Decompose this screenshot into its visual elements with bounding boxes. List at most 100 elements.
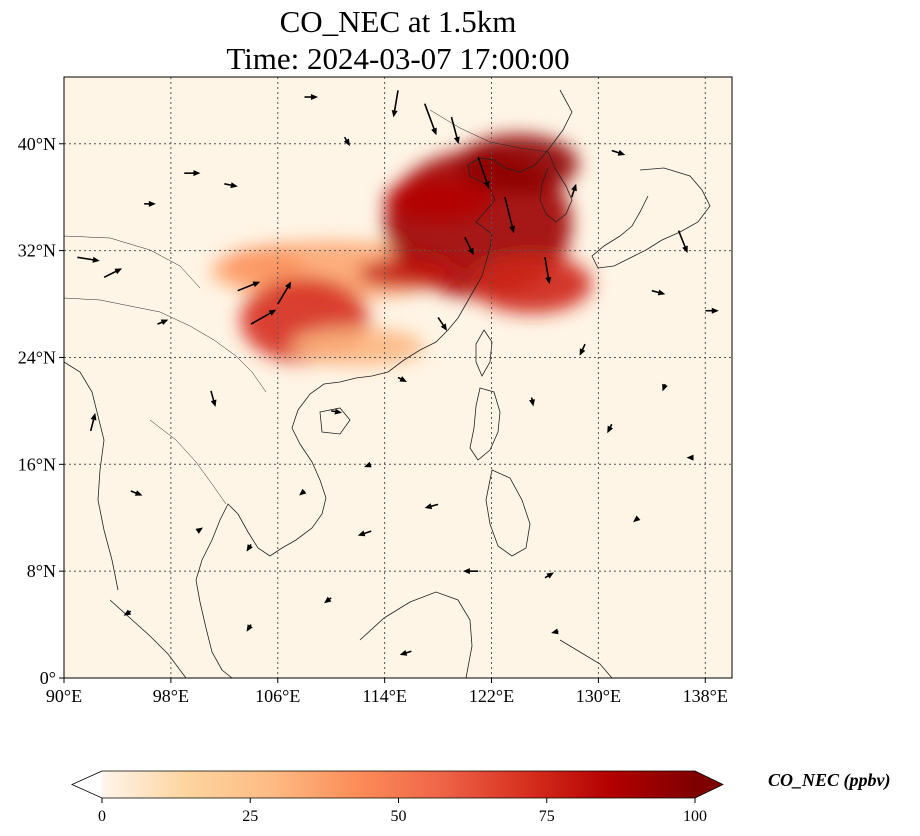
wind-arrow [184,170,201,177]
colorbar-tick-label: 100 [683,808,707,825]
wind-arrow [504,197,516,234]
wind-arrow [237,281,261,292]
wind-arrow [397,376,407,382]
wind-arrow [304,94,318,101]
border-inland-2 [149,419,227,505]
lat-tick-label: 24°N [18,347,56,367]
wind-arrow [130,490,143,496]
lon-tick-label: 122°E [469,686,514,706]
lon-tick-label: 106°E [255,686,300,706]
concentration-plume [224,247,305,281]
wind-arrow [570,183,577,198]
wind-arrow [611,149,626,156]
coastlines [64,89,711,678]
map-gridlines [64,77,732,678]
concentration-plume [384,178,492,222]
wind-arrow [299,488,307,496]
wind-arrow [324,596,332,604]
wind-arrow [343,136,350,147]
wind-arrow [331,408,342,415]
wind-arrow [357,530,372,537]
colorbar-title: CO_NEC (ppbv) [768,770,891,790]
coastline-korea [539,151,573,223]
colorbar-under-arrow [72,771,102,798]
concentration-plume [357,258,465,289]
lat-tick-label: 8°N [27,561,56,581]
coastline-philippines-south [485,469,531,557]
wind-arrow [89,412,97,432]
border-inland-1 [64,297,267,393]
map-title: CO_NEC at 1.5km [279,4,517,39]
lat-tick-label: 16°N [18,454,56,474]
wind-arrow [77,256,100,263]
wind-arrow [607,423,614,434]
coastline-hainan [319,407,351,435]
wind-arrow [579,343,586,356]
wind-arrow [364,461,372,468]
wind-arrow [210,390,217,408]
wind-arrow [250,309,277,325]
colorbar-over-arrow [695,771,723,798]
wind-arrow [246,544,253,552]
border-inland-4 [64,235,201,289]
map-axes: 90°E 98°E 106°E 114°E 122°E 130°E 138°E 0° 8°N 16… [18,134,728,706]
coastline-borneo-east [559,639,613,678]
wind-arrow [424,503,439,510]
coastline-mainland [195,89,573,678]
wind-arrow [662,383,668,392]
map-plot-area [64,77,732,678]
wind-arrow [391,90,399,118]
border-inland-3 [429,109,549,153]
colorbar-tick-label: 50 [391,808,407,825]
concentration-plume [458,134,579,194]
lat-tick-label: 40°N [18,134,56,154]
coastline-japan [591,167,711,269]
wind-arrow [551,628,559,635]
wind-arrow [437,316,448,331]
lon-tick-label: 130°E [576,686,621,706]
map-border [63,76,733,679]
wind-arrow [224,182,238,189]
lat-tick-label: 0° [40,668,56,688]
coastline-luzon [469,387,501,461]
wind-arrow [123,609,132,616]
colorbar: 0 25 50 75 100 [71,770,724,825]
wind-arrow [423,103,437,136]
wind-arrow [195,527,203,534]
wind-arrow [544,572,554,579]
wind-arrow [277,281,292,305]
lon-tick-label: 98°E [153,686,189,706]
lon-tick-label: 114°E [362,686,407,706]
lat-tick-label: 32°N [18,241,56,261]
wind-arrow [450,116,460,145]
wind-arrow [677,230,688,254]
wind-arrow [705,307,719,314]
colorbar-ticks: 0 25 50 75 100 [98,798,707,825]
wind-arrow [477,156,490,189]
wind-arrow [633,515,641,523]
coastline-borneo [359,591,473,678]
wind-arrow [529,397,535,407]
colorbar-tick-label: 75 [539,808,555,825]
wind-arrow [157,319,169,326]
wind-arrow [246,624,253,632]
wind-arrow [544,257,552,285]
wind-arrow [462,568,479,575]
lon-tick-label: 138°E [683,686,728,706]
wind-arrow [144,200,156,207]
wind-arrow [686,454,694,461]
map-subtitle-time: Time: 2024-03-07 17:00:00 [226,41,570,76]
wind-arrow [464,236,474,256]
concentration-plume [471,254,592,314]
wind-arrow [399,649,412,656]
coastline-bay-of-bengal [64,361,119,591]
concentration-plume [291,328,425,366]
wind-arrow [103,268,123,279]
colorbar-tick-label: 0 [98,808,106,825]
wind-vectors [77,90,719,656]
wind-arrow [651,289,666,296]
lon-tick-label: 90°E [46,686,82,706]
colorbar-ramp [102,771,695,798]
colorbar-tick-label: 25 [242,808,258,825]
